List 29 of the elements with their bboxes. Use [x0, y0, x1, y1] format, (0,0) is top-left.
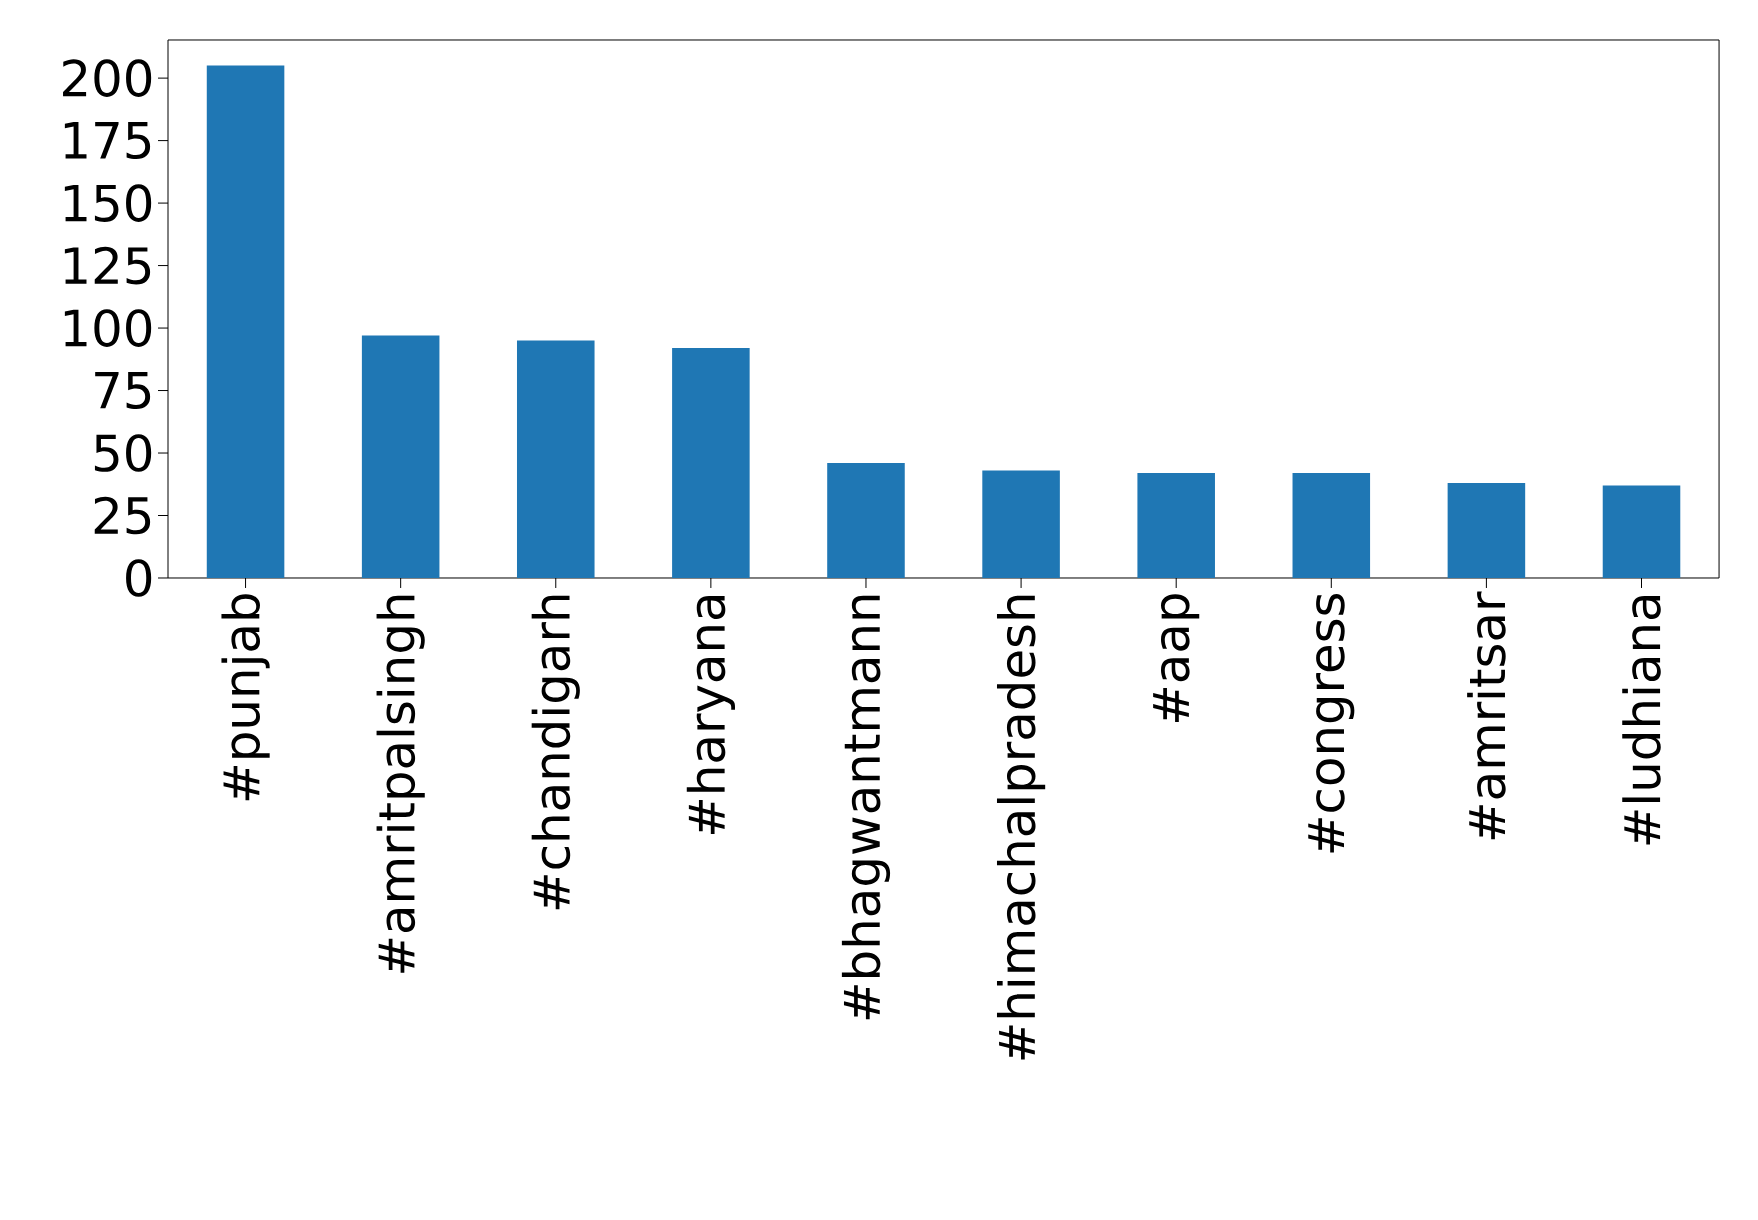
- x-tick-label: #aap: [1153, 594, 1200, 723]
- bar: [672, 348, 750, 578]
- x-tick-label: #congress: [1308, 593, 1355, 853]
- y-tick-label: 0: [126, 559, 152, 597]
- y-tick-label: 200: [63, 59, 152, 97]
- x-tick-label: #haryana: [686, 595, 735, 835]
- x-tick-label: #amritsar: [1467, 591, 1506, 840]
- x-tick-label: #punjab: [221, 594, 270, 801]
- bar: [1292, 473, 1371, 578]
- bar: [1447, 483, 1526, 578]
- x-tick-label: #chandigarh: [531, 595, 580, 910]
- x-tick-label: #amritpalsingh: [376, 595, 425, 973]
- bar: [1137, 473, 1215, 578]
- y-tick-label: 50: [94, 434, 152, 472]
- bar: [982, 470, 1060, 578]
- y-tick-label: 25: [94, 496, 151, 535]
- bar: [1602, 485, 1681, 578]
- y-tick-label: 150: [64, 184, 152, 222]
- bar: [827, 463, 905, 578]
- y-tick-label: 100: [64, 309, 152, 347]
- bar: [206, 65, 285, 578]
- bar: [361, 335, 440, 578]
- y-tick-label: 75: [95, 372, 151, 410]
- bar: [516, 340, 595, 578]
- x-tick-label: #ludhiana: [1622, 595, 1661, 845]
- x-tick-label: #bhagwantmann: [841, 595, 891, 1020]
- y-tick-label: 125: [64, 246, 151, 285]
- y-tick-label: 175: [64, 122, 151, 160]
- x-tick-label: #himachalpradesh: [996, 595, 1046, 1060]
